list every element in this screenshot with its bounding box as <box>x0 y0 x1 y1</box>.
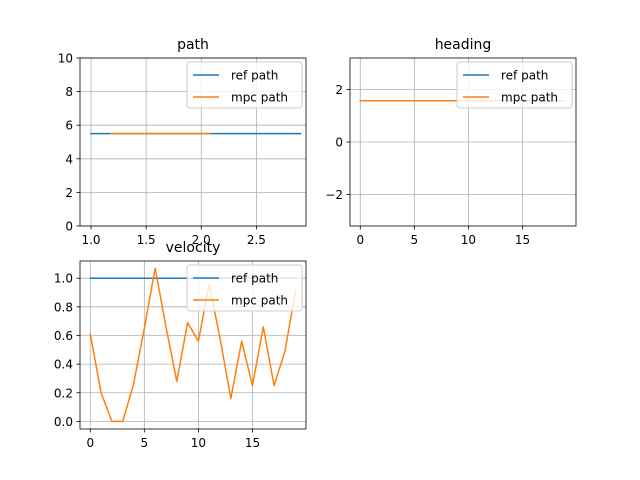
heading-xtick-label: 0 <box>356 233 364 247</box>
path-ytick-label: 0 <box>65 220 73 234</box>
path-xtick-label: 1.0 <box>81 233 100 247</box>
velocity-ytick-label: 0.4 <box>54 358 73 372</box>
velocity-ytick-label: 0.6 <box>54 329 73 343</box>
path-ytick-label: 8 <box>65 85 73 99</box>
path-legend-label: ref path <box>231 69 278 83</box>
heading-subplot: 0 5 10 15 −2 0 2 heading ref path mpc path <box>325 37 577 247</box>
velocity-title: velocity <box>166 240 221 256</box>
heading-ytick-label: 2 <box>335 83 343 97</box>
velocity-legend-label: mpc path <box>231 294 288 308</box>
path-title: path <box>177 37 209 53</box>
path-subplot: 1.0 1.5 2.0 2.5 0 2 4 6 8 10 path ref path mpc path <box>58 37 307 247</box>
heading-ytick-label: 0 <box>335 136 343 150</box>
heading-xtick-label: 15 <box>515 233 530 247</box>
velocity-legend-label: ref path <box>231 272 278 286</box>
heading-xtick-label: 10 <box>461 233 476 247</box>
velocity-subplot: 0 5 10 15 0.0 0.2 0.4 0.6 0.8 1.0 velocity ref path… <box>54 240 307 450</box>
path-axes-frame <box>79 57 307 227</box>
path-ytick-label: 10 <box>58 52 73 66</box>
path-xtick-label: 2.0 <box>192 233 211 247</box>
velocity-xtick-label: 0 <box>86 436 94 450</box>
velocity-xtick-label: 10 <box>191 436 206 450</box>
velocity-axes-frame <box>79 260 307 430</box>
heading-title: heading <box>435 37 492 53</box>
velocity-ytick-label: 0.2 <box>54 386 73 400</box>
velocity-xtick-label: 5 <box>141 436 149 450</box>
velocity-series-mpc-path <box>89 267 297 423</box>
heading-legend-label: ref path <box>501 69 548 83</box>
path-xtick-label: 2.5 <box>247 233 266 247</box>
velocity-ytick-label: 0.0 <box>54 415 73 429</box>
velocity-ytick-label: 1.0 <box>54 272 73 286</box>
path-ytick-label: 6 <box>65 119 73 133</box>
velocity-xtick-label: 15 <box>245 436 260 450</box>
heading-legend-label: mpc path <box>501 91 558 105</box>
heading-ytick-label: −2 <box>325 188 343 202</box>
path-legend-label: mpc path <box>231 91 288 105</box>
heading-xtick-label: 5 <box>411 233 419 247</box>
path-ytick-label: 2 <box>65 186 73 200</box>
path-ytick-label: 4 <box>65 152 73 166</box>
velocity-ytick-label: 0.8 <box>54 300 73 314</box>
path-xtick-label: 1.5 <box>137 233 156 247</box>
